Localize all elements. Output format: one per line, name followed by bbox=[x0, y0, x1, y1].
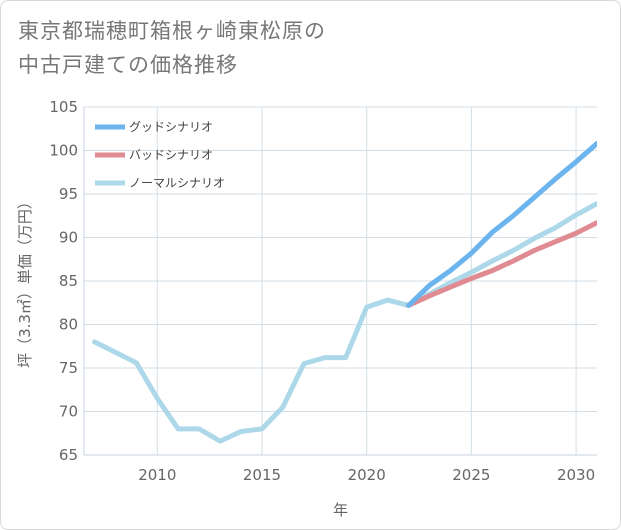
series-line-bad bbox=[406, 220, 597, 308]
chart-title: 東京都瑞穂町箱根ヶ崎東松原の 中古戸建ての価格推移 bbox=[18, 14, 326, 82]
y-tick-label: 75 bbox=[59, 359, 78, 377]
chart-title-line2: 中古戸建ての価格推移 bbox=[18, 53, 238, 77]
series-line-good bbox=[406, 141, 597, 308]
y-tick-label: 70 bbox=[59, 403, 78, 421]
x-tick-label: 2030 bbox=[557, 466, 595, 484]
x-tick-label: 2015 bbox=[243, 466, 281, 484]
legend-label: バッドシナリオ bbox=[129, 148, 213, 162]
y-tick-label: 65 bbox=[59, 446, 78, 464]
x-axis-label: 年 bbox=[333, 501, 348, 519]
legend-label: ノーマルシナリオ bbox=[129, 176, 225, 190]
y-tick-label: 100 bbox=[49, 142, 78, 160]
y-tick-label: 95 bbox=[59, 185, 78, 203]
y-axis-ticks: 65 70 75 80 85 90 95 100 105 bbox=[49, 98, 78, 464]
x-tick-label: 2025 bbox=[452, 466, 490, 484]
legend-label: グッドシナリオ bbox=[129, 120, 213, 134]
chart-title-line1: 東京都瑞穂町箱根ヶ崎東松原の bbox=[18, 19, 326, 43]
series-line-normal bbox=[92, 201, 597, 444]
y-tick-label: 80 bbox=[59, 316, 78, 334]
y-tick-label: 105 bbox=[49, 98, 78, 116]
y-tick-label: 90 bbox=[59, 229, 78, 247]
x-tick-label: 2020 bbox=[348, 466, 386, 484]
y-axis-label: 坪（3.3㎡）単価（万円） bbox=[16, 194, 34, 368]
series-lines bbox=[92, 141, 597, 444]
x-tick-label: 2010 bbox=[138, 466, 176, 484]
x-axis-ticks: 2010 2015 2020 2025 2030 bbox=[138, 466, 595, 484]
y-tick-label: 85 bbox=[59, 272, 78, 290]
